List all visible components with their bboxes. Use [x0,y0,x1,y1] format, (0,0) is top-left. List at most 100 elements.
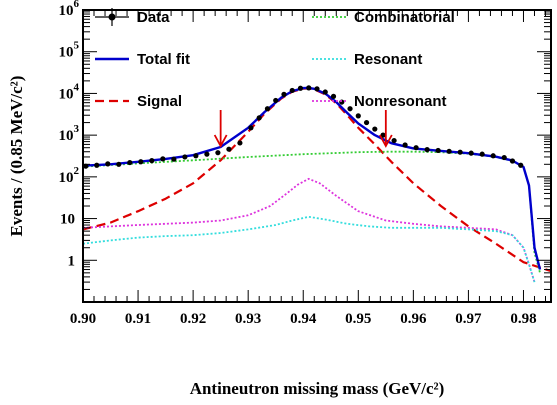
x-tick-label: 0.94 [290,311,317,327]
y-tick-label: 102 [59,165,80,186]
series-line-resonant [83,215,536,283]
y-tick-label: 103 [59,123,80,144]
data-points [83,85,524,169]
data-point [182,154,188,160]
data-point [355,113,361,119]
data-point [424,147,430,153]
legend-item-total-fit: Total fit [95,51,190,68]
legend-item-combinatorial: Combinatorial [312,9,455,26]
data-point [193,153,199,159]
series-line-combinatorial [83,150,541,274]
data-point [289,87,295,94]
data-point [83,163,89,169]
y-tick-base: 10 [59,86,74,102]
data-point [446,148,452,154]
data-point [204,151,210,157]
legend-swatch-marker [108,13,116,21]
y-tick-label: 1 [68,253,76,269]
data-point [501,154,507,161]
data-point [391,137,397,144]
data-point [347,106,353,112]
data-point [264,106,271,112]
data-point [171,156,177,162]
y-tick-base: 10 [59,45,74,61]
data-point [372,126,378,132]
data-point [402,142,408,148]
data-point [468,150,474,156]
cut-arrow-2 [379,110,393,148]
x-tick-label: 0.92 [180,311,206,327]
data-point [215,150,221,156]
x-tick-label: 0.91 [125,311,151,327]
data-point [273,97,279,104]
y-axis-title: Events / (0.85 MeV/c²) [7,76,26,237]
data-point [413,145,419,151]
data-point [160,156,166,162]
data-point [116,161,122,167]
data-point [314,86,320,92]
plot-frame [82,9,552,303]
data-point [457,149,463,155]
x-tick-label: 0.96 [400,311,427,327]
data-point [322,89,328,95]
data-point [490,153,496,159]
cut-arrow-1 [213,110,228,148]
y-tick-exponent: 4 [74,81,80,93]
x-tick-label: 0.93 [235,311,261,327]
data-point [237,140,243,146]
data-point [306,85,312,91]
y-tick-label: 10 [60,212,75,228]
y-tick-base: 10 [59,3,74,19]
data-point [330,93,337,99]
legend-label: Data [137,9,170,26]
data-point [479,151,485,157]
plot-area [83,85,551,283]
data-point [281,91,287,97]
x-tick-label: 0.97 [455,311,482,327]
axis-ticks [82,9,551,303]
data-point [509,158,516,164]
data-point [226,146,232,152]
y-tick-label: 106 [59,0,80,19]
legend-item-nonresonant: Nonresonant [312,93,447,110]
y-tick-base: 10 [59,170,74,186]
legend-label: Total fit [137,51,190,68]
legend-item-data: Data [95,8,170,26]
legend-label: Combinatorial [354,9,455,26]
legend-item-signal: Signal [95,93,182,110]
x-tick-labels: 0.90 0.91 0.92 0.93 0.94 0.95 0.96 0.97 0.98 [70,311,537,327]
x-tick-label: 0.90 [70,311,96,327]
data-point [248,125,254,131]
data-point [518,162,524,168]
x-tick-label: 0.98 [510,311,536,327]
data-point [297,85,304,91]
legend: Data Total fit Signal Combinatorial Resonant… [95,8,455,110]
y-tick-exponent: 6 [74,0,80,10]
y-tick-exponent: 5 [74,40,80,52]
series-line-signal [83,87,551,273]
legend-label: Signal [137,93,182,110]
data-point [94,162,100,168]
data-point [363,119,370,126]
data-point [149,158,155,164]
data-point [138,159,144,165]
legend-item-resonant: Resonant [312,51,422,68]
legend-label: Resonant [354,51,422,68]
data-point [380,132,386,138]
cut-arrow-head [379,134,393,148]
series-line-nonresonant [83,177,536,283]
y-tick-label: 105 [59,40,80,61]
y-tick-base: 10 [59,128,74,144]
series-line-total-fit [83,86,542,270]
plot-content [83,85,551,283]
data-point [435,147,441,154]
x-tick-label: 0.95 [345,311,371,327]
cut-arrow-head [213,134,228,148]
y-tick-exponent: 3 [74,123,80,135]
y-tick-label: 104 [59,81,80,102]
x-axis-title: Antineutron missing mass (GeV/c²) [190,379,445,398]
data-point [127,159,133,166]
data-point [105,161,111,167]
